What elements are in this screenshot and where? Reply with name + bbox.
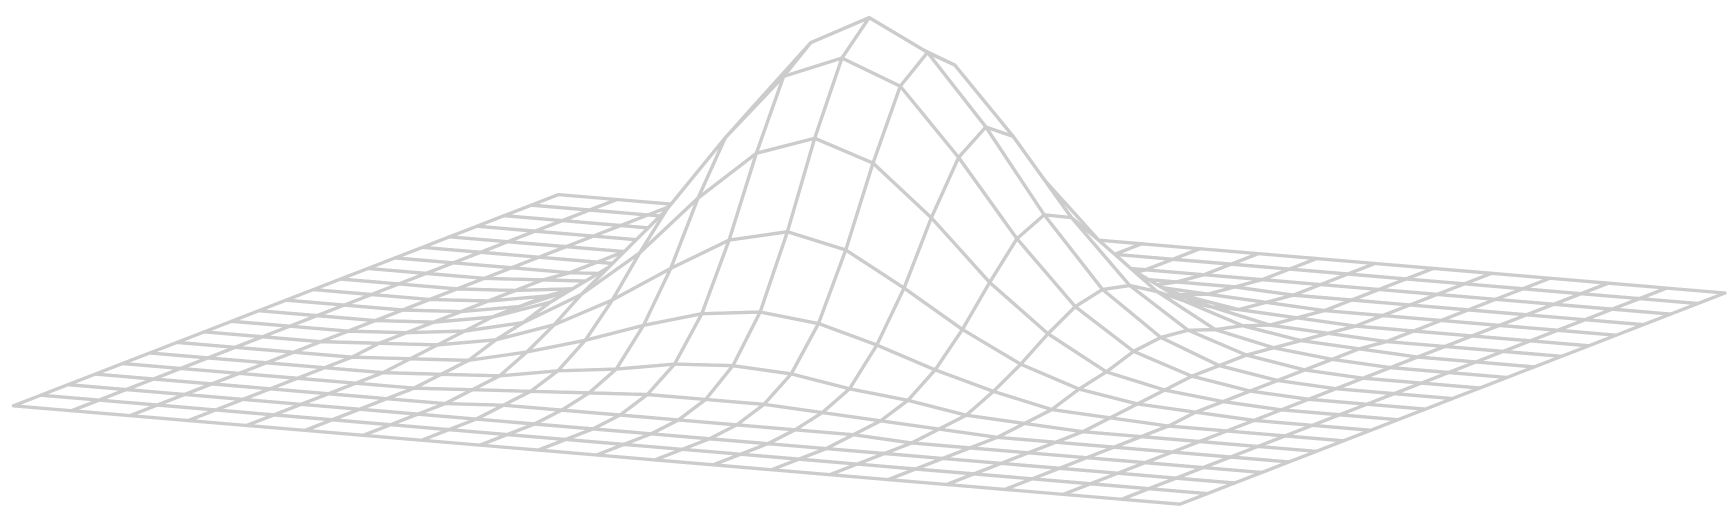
surface-cell <box>1119 487 1209 506</box>
